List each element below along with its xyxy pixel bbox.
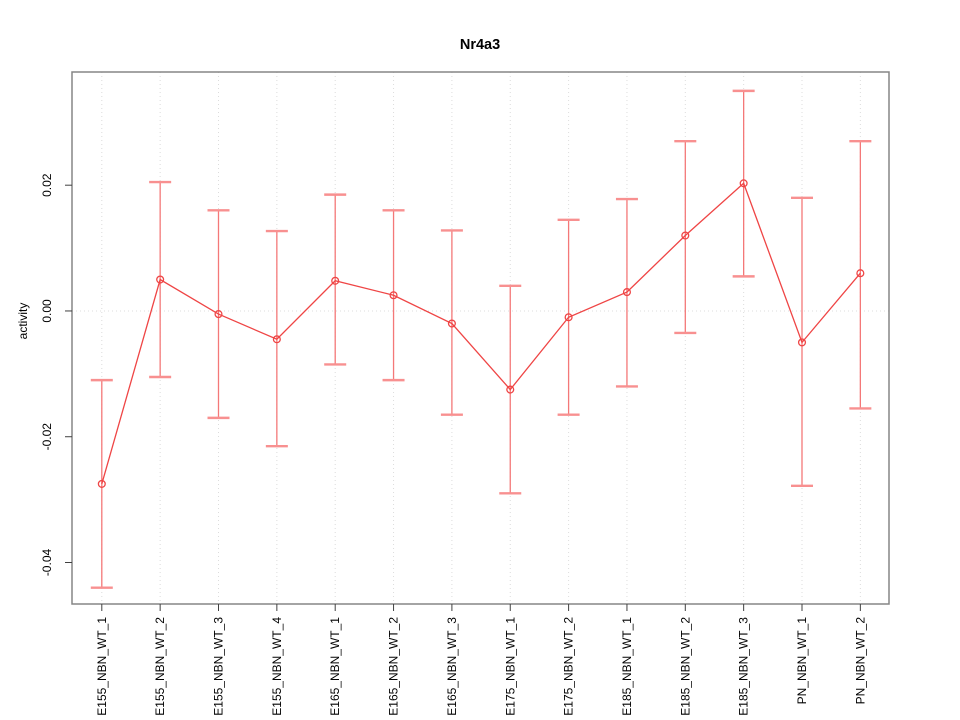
y-tick-label: -0.04: [40, 548, 54, 576]
x-tick-label: E165_NBN_WT_3: [445, 617, 459, 716]
x-tick-label: E175_NBN_WT_2: [562, 617, 576, 716]
data-point-marker: [797, 338, 807, 347]
data-point-marker: [739, 179, 748, 188]
data-point-marker: [97, 479, 106, 488]
data-point-marker: [156, 275, 165, 284]
data-point-marker: [856, 269, 865, 278]
data-point-marker: [564, 313, 573, 322]
y-tick-label: -0.02: [40, 423, 54, 451]
panel-layer: [71, 71, 890, 605]
x-tick-label: E185_NBN_WT_3: [737, 617, 751, 716]
data-point-marker: [331, 276, 340, 285]
y-tick-label: 0.00: [40, 299, 54, 323]
x-tick-label: E155_NBN_WT_4: [270, 617, 284, 716]
data-point-marker: [622, 288, 631, 297]
series-line: [101, 182, 861, 485]
x-tick-label: E165_NBN_WT_1: [328, 617, 342, 716]
x-tick-label: E185_NBN_WT_2: [678, 617, 692, 716]
x-tick-label: E185_NBN_WT_1: [620, 617, 634, 716]
chart-title: Nr4a3: [460, 37, 500, 53]
axis-layer: 0.02 0.00 -0.02 -0.04 E155_NBN_WT_1 E155_NBN_…: [40, 173, 867, 716]
data-point-marker: [506, 385, 515, 394]
data-point-marker: [389, 291, 398, 300]
error-bar: [674, 139, 697, 335]
panel-border: [71, 71, 890, 605]
x-tick-label: PN_NBN_WT_2: [853, 617, 867, 705]
data-point-marker: [447, 319, 456, 328]
data-layer: [90, 89, 872, 589]
x-tick-label: E155_NBN_WT_3: [212, 617, 226, 716]
x-tick-label: PN_NBN_WT_1: [795, 617, 809, 705]
data-point-marker: [214, 310, 223, 319]
error-bar: [440, 229, 463, 416]
y-axis-label: activity: [16, 303, 30, 340]
x-tick-label: E165_NBN_WT_2: [387, 617, 401, 716]
data-point-marker: [272, 335, 281, 344]
y-tick-label: 0.02: [40, 173, 54, 197]
x-tick-label: E175_NBN_WT_1: [503, 617, 517, 716]
data-point-marker: [681, 231, 690, 240]
x-tick-label: E155_NBN_WT_2: [153, 617, 167, 716]
x-tick-label: E155_NBN_WT_1: [95, 617, 109, 716]
grid-layer: [72, 72, 889, 604]
error-bar: [849, 139, 872, 410]
error-bar: [324, 193, 347, 366]
